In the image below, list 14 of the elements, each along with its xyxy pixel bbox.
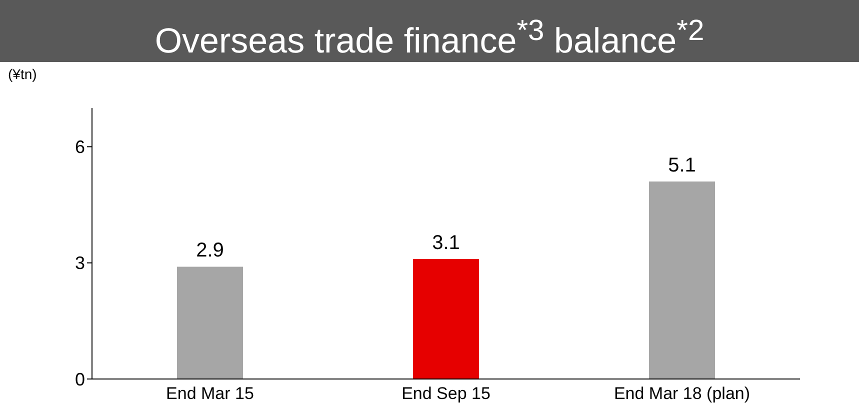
y-tick-label: 3: [74, 253, 85, 274]
chart-title: Overseas trade finance$^{*3}$ balance$^{*2}$: [0, 0, 859, 62]
bar: [649, 182, 715, 379]
x-tick-label: End Mar 15: [166, 384, 254, 404]
data-label: 5.1: [668, 154, 696, 177]
y-axis-title: (¥tn): [8, 66, 37, 82]
x-tick-label: End Mar 18 (plan): [614, 384, 750, 404]
bar: [413, 258, 479, 379]
y-tick-label: 6: [74, 137, 85, 158]
x-tick-label: End Sep 15: [402, 384, 490, 404]
data-label: 2.9: [196, 240, 224, 262]
bar: [177, 266, 243, 379]
data-label: 3.1: [432, 232, 460, 254]
y-tick-label: 0: [74, 369, 85, 390]
